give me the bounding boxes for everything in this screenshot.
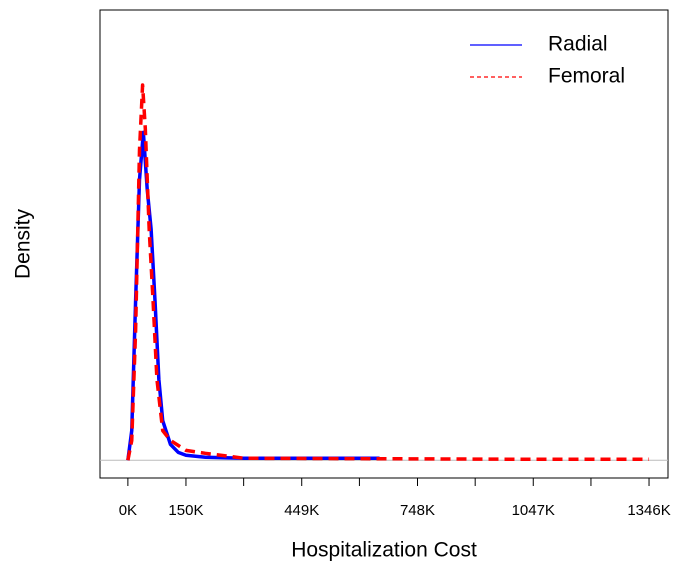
x-tick-label: 449K — [284, 502, 319, 519]
legend-label: Radial — [548, 33, 608, 56]
x-tick-label: 150K — [168, 502, 203, 519]
y-axis-title: Density — [12, 208, 35, 279]
x-axis-title: Hospitalization Cost — [291, 539, 477, 562]
x-tick-label: 0K — [119, 502, 137, 519]
x-tick-label: 748K — [400, 502, 435, 519]
x-tick-label: 1047K — [512, 502, 555, 519]
density-line — [126, 130, 380, 461]
density-line — [126, 83, 650, 461]
x-tick-label: 1346K — [627, 502, 670, 519]
legend-label: Femoral — [548, 65, 625, 88]
